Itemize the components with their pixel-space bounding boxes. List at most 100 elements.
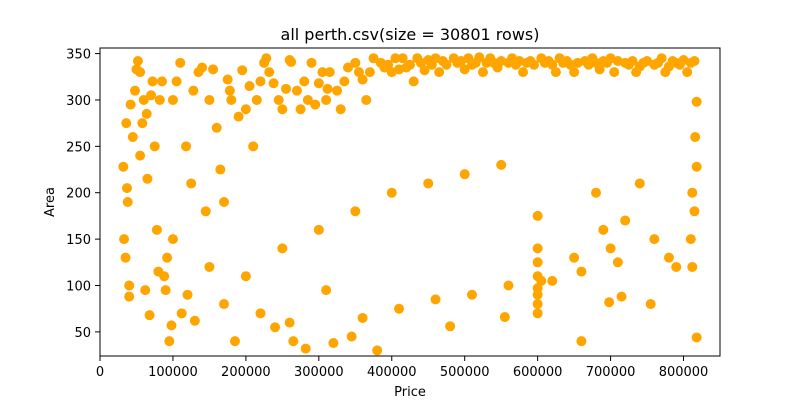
data-point xyxy=(204,94,215,105)
y-tick-label: 50 xyxy=(74,326,91,341)
data-point xyxy=(529,59,539,70)
x-tick-label: 100000 xyxy=(148,365,198,380)
data-point xyxy=(532,299,543,310)
x-tick-label: 500000 xyxy=(440,365,490,380)
data-point xyxy=(127,132,138,143)
data-point xyxy=(211,122,222,133)
data-point xyxy=(300,343,311,354)
data-point xyxy=(144,310,155,321)
y-tick-label: 100 xyxy=(66,279,91,294)
data-point xyxy=(474,52,485,63)
data-point xyxy=(477,67,488,78)
data-point xyxy=(302,94,313,105)
data-point xyxy=(550,67,561,78)
data-point xyxy=(226,94,237,105)
data-point xyxy=(147,76,158,87)
data-point xyxy=(277,243,288,254)
data-point xyxy=(441,59,452,70)
data-point xyxy=(616,291,627,302)
data-point xyxy=(284,317,295,328)
data-point xyxy=(197,62,208,73)
data-point xyxy=(357,74,368,85)
data-point xyxy=(390,53,401,64)
data-point xyxy=(219,299,229,310)
data-point xyxy=(261,53,272,64)
data-point xyxy=(255,308,266,319)
data-point xyxy=(321,94,332,105)
data-point xyxy=(175,57,186,68)
data-point xyxy=(188,85,199,96)
data-point xyxy=(124,291,135,302)
data-point xyxy=(328,338,339,349)
data-point xyxy=(121,183,132,194)
data-point xyxy=(313,78,324,89)
data-point xyxy=(361,94,372,105)
data-point xyxy=(146,90,157,101)
data-point xyxy=(299,76,310,87)
data-point xyxy=(130,85,141,96)
data-point xyxy=(383,59,394,70)
data-point xyxy=(569,252,580,263)
data-point xyxy=(135,67,146,78)
x-axis-label: Price xyxy=(394,385,426,400)
data-point xyxy=(689,206,700,217)
data-point xyxy=(350,206,361,217)
data-point xyxy=(335,104,346,115)
x-tick-label: 700000 xyxy=(586,365,636,380)
data-point xyxy=(118,161,129,172)
data-point xyxy=(237,65,248,76)
x-tick-label: 800000 xyxy=(659,365,709,380)
data-point xyxy=(167,94,178,105)
data-point xyxy=(499,312,510,323)
data-point xyxy=(240,104,251,115)
data-point xyxy=(219,197,229,207)
data-point xyxy=(160,285,171,296)
data-point xyxy=(576,336,587,347)
data-point xyxy=(682,67,693,78)
data-point xyxy=(532,210,543,221)
data-point xyxy=(159,271,170,282)
data-point xyxy=(157,76,167,87)
data-point xyxy=(132,55,143,66)
plot-frame xyxy=(99,47,721,357)
data-point xyxy=(687,187,698,198)
data-point xyxy=(137,118,148,129)
data-point xyxy=(459,64,470,75)
y-tick-label: 150 xyxy=(66,233,91,248)
data-point xyxy=(368,53,379,64)
data-point xyxy=(532,243,543,254)
data-point xyxy=(200,206,211,217)
data-point xyxy=(248,141,259,152)
data-point xyxy=(445,321,456,332)
data-point xyxy=(532,257,543,268)
data-point xyxy=(295,104,306,115)
data-point xyxy=(518,67,529,78)
data-point xyxy=(171,76,182,87)
data-point xyxy=(332,85,343,96)
points-layer xyxy=(118,52,702,356)
data-point xyxy=(649,234,660,245)
data-point xyxy=(357,312,368,323)
data-point xyxy=(251,94,262,105)
data-point xyxy=(353,67,364,78)
data-point xyxy=(167,234,178,245)
data-point xyxy=(140,285,151,296)
data-point xyxy=(691,161,702,172)
data-point xyxy=(306,57,317,68)
data-point xyxy=(467,289,477,300)
data-point xyxy=(691,332,702,343)
data-point xyxy=(364,67,375,78)
data-point xyxy=(164,336,175,347)
data-point xyxy=(397,53,408,64)
data-point xyxy=(264,67,275,78)
data-point xyxy=(547,59,558,70)
data-point xyxy=(286,56,297,67)
data-point xyxy=(189,315,200,326)
data-point xyxy=(288,336,299,347)
data-point xyxy=(419,65,430,76)
data-point xyxy=(372,345,383,356)
data-point xyxy=(222,74,233,85)
data-point xyxy=(291,85,302,96)
data-point xyxy=(121,118,132,129)
